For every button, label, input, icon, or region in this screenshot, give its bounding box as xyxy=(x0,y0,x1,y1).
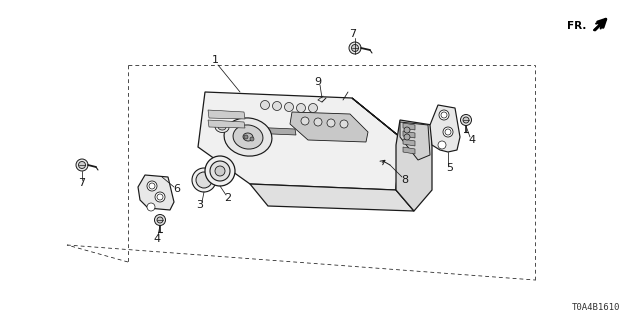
Ellipse shape xyxy=(243,133,253,141)
Circle shape xyxy=(463,117,469,123)
Circle shape xyxy=(250,137,254,141)
Polygon shape xyxy=(250,184,414,211)
Text: 3: 3 xyxy=(196,200,204,210)
Text: 2: 2 xyxy=(225,193,232,203)
Text: 5: 5 xyxy=(447,163,454,173)
Circle shape xyxy=(244,135,248,139)
Polygon shape xyxy=(352,98,418,211)
Ellipse shape xyxy=(218,124,226,130)
Circle shape xyxy=(404,127,410,133)
Polygon shape xyxy=(208,110,245,119)
Circle shape xyxy=(210,161,230,181)
Circle shape xyxy=(79,162,86,169)
Polygon shape xyxy=(403,147,415,154)
Text: 7: 7 xyxy=(349,29,356,39)
Circle shape xyxy=(438,141,446,149)
Polygon shape xyxy=(400,122,430,160)
Polygon shape xyxy=(403,139,415,146)
Text: 8: 8 xyxy=(401,175,408,185)
Ellipse shape xyxy=(215,122,229,132)
Circle shape xyxy=(314,118,322,126)
Ellipse shape xyxy=(224,118,272,156)
Text: FR.: FR. xyxy=(567,21,586,31)
Circle shape xyxy=(301,117,309,125)
Circle shape xyxy=(273,101,282,110)
Circle shape xyxy=(285,102,294,111)
Text: 1: 1 xyxy=(211,55,218,65)
Polygon shape xyxy=(138,175,174,210)
Text: 4: 4 xyxy=(468,135,476,145)
Polygon shape xyxy=(198,92,400,190)
Polygon shape xyxy=(248,127,296,135)
Circle shape xyxy=(76,159,88,171)
Circle shape xyxy=(260,100,269,109)
Circle shape xyxy=(154,214,166,226)
Text: 6: 6 xyxy=(173,184,180,194)
Circle shape xyxy=(351,44,358,52)
Circle shape xyxy=(196,172,212,188)
Circle shape xyxy=(215,166,225,176)
Circle shape xyxy=(147,203,155,211)
Circle shape xyxy=(147,181,157,191)
Text: 4: 4 xyxy=(154,234,161,244)
Polygon shape xyxy=(208,120,245,128)
Circle shape xyxy=(205,156,235,186)
Circle shape xyxy=(349,42,361,54)
Text: 7: 7 xyxy=(79,178,86,188)
Circle shape xyxy=(439,110,449,120)
Circle shape xyxy=(461,115,472,125)
Circle shape xyxy=(155,192,165,202)
Circle shape xyxy=(308,103,317,113)
Circle shape xyxy=(443,127,453,137)
Polygon shape xyxy=(396,120,432,211)
Circle shape xyxy=(404,134,410,140)
Text: T0A4B1610: T0A4B1610 xyxy=(572,303,620,312)
Ellipse shape xyxy=(233,125,263,149)
Polygon shape xyxy=(290,112,368,142)
Text: 9: 9 xyxy=(314,77,321,87)
Circle shape xyxy=(340,120,348,128)
Polygon shape xyxy=(403,123,415,130)
Polygon shape xyxy=(403,131,415,138)
Circle shape xyxy=(157,217,163,223)
Circle shape xyxy=(296,103,305,113)
Circle shape xyxy=(192,168,216,192)
Circle shape xyxy=(327,119,335,127)
Polygon shape xyxy=(430,105,460,152)
